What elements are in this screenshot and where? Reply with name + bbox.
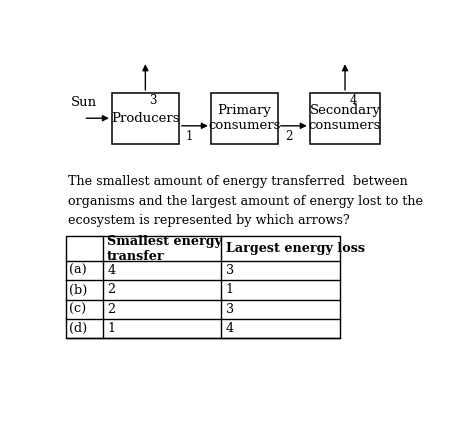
Text: Largest energy loss: Largest energy loss [225,242,364,255]
Text: 4: 4 [349,94,356,107]
Text: Sun: Sun [71,96,97,109]
Text: Primary
consumers: Primary consumers [207,104,280,133]
Bar [111,93,178,144]
Text: ecosystem is represented by which arrows?: ecosystem is represented by which arrows… [67,214,349,227]
Text: (b): (b) [69,284,87,296]
Bar [309,93,379,144]
Text: organisms and the largest amount of energy lost to the: organisms and the largest amount of ener… [67,194,422,208]
Text: 4: 4 [107,264,115,277]
Text: (a): (a) [69,264,86,277]
Bar [210,93,277,144]
Text: 2: 2 [107,302,115,316]
Text: 3: 3 [225,302,233,316]
Text: 2: 2 [107,284,115,296]
Text: 3: 3 [149,94,157,107]
Text: 4: 4 [225,322,233,335]
Text: 1: 1 [186,130,193,143]
Bar [66,236,339,338]
Text: 3: 3 [225,264,233,277]
Text: The smallest amount of energy transferred  between: The smallest amount of energy transferre… [67,175,406,188]
Text: 1: 1 [107,322,115,335]
Text: 2: 2 [284,130,292,143]
Text: (c): (c) [69,302,86,316]
Text: Secondary
consumers: Secondary consumers [308,104,380,133]
Text: 1: 1 [225,284,233,296]
Text: Producers: Producers [111,112,179,125]
Text: Smallest energy
transfer: Smallest energy transfer [107,235,222,263]
Text: (d): (d) [69,322,87,335]
